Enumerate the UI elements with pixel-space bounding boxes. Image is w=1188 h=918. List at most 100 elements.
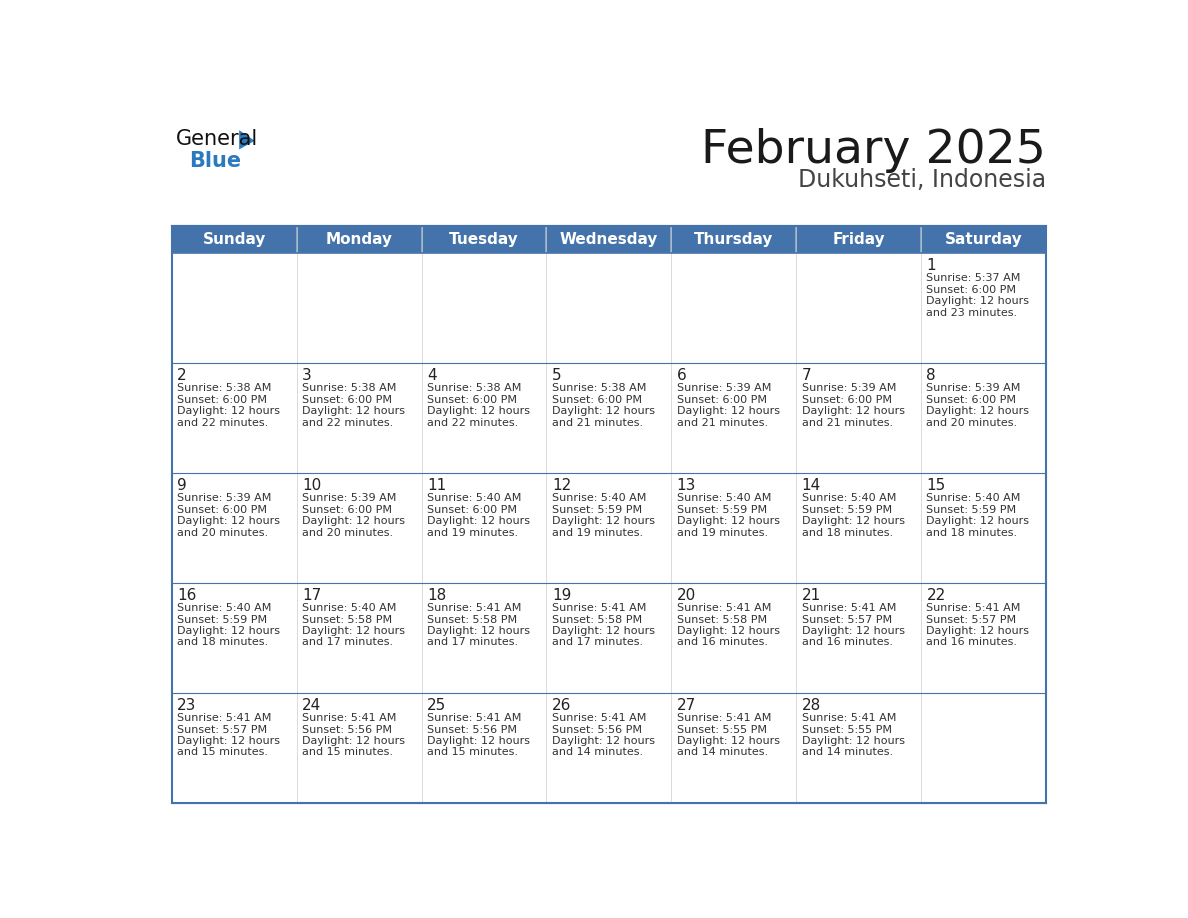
Text: Sunset: 5:59 PM: Sunset: 5:59 PM xyxy=(552,505,642,515)
Bar xyxy=(297,583,422,693)
Bar xyxy=(921,226,1045,253)
Text: 2: 2 xyxy=(177,368,187,383)
Text: Sunset: 6:00 PM: Sunset: 6:00 PM xyxy=(426,395,517,405)
Bar xyxy=(297,226,422,253)
Text: Daylight: 12 hours: Daylight: 12 hours xyxy=(802,626,904,636)
Text: Sunrise: 5:41 AM: Sunrise: 5:41 AM xyxy=(927,603,1020,613)
Text: Sunrise: 5:41 AM: Sunrise: 5:41 AM xyxy=(802,603,896,613)
Text: Sunset: 6:00 PM: Sunset: 6:00 PM xyxy=(177,505,267,515)
Text: Tuesday: Tuesday xyxy=(449,232,519,247)
Text: Sunrise: 5:40 AM: Sunrise: 5:40 AM xyxy=(426,493,522,503)
Text: and 16 minutes.: and 16 minutes. xyxy=(927,637,1017,647)
Text: and 14 minutes.: and 14 minutes. xyxy=(677,747,767,757)
Text: 18: 18 xyxy=(426,588,447,603)
Bar xyxy=(422,364,546,474)
Bar xyxy=(172,226,1045,803)
Bar xyxy=(796,364,921,474)
Text: Sunset: 6:00 PM: Sunset: 6:00 PM xyxy=(677,395,766,405)
Text: Friday: Friday xyxy=(833,232,885,247)
Text: and 22 minutes.: and 22 minutes. xyxy=(426,418,518,428)
Bar xyxy=(921,253,1045,364)
Text: Wednesday: Wednesday xyxy=(560,232,658,247)
Text: Sunset: 5:59 PM: Sunset: 5:59 PM xyxy=(677,505,766,515)
Bar xyxy=(546,474,671,583)
Bar xyxy=(796,583,921,693)
Text: 23: 23 xyxy=(177,698,196,712)
Text: Sunset: 6:00 PM: Sunset: 6:00 PM xyxy=(302,395,392,405)
Text: Sunset: 5:59 PM: Sunset: 5:59 PM xyxy=(802,505,892,515)
Bar xyxy=(546,583,671,693)
Text: and 19 minutes.: and 19 minutes. xyxy=(677,528,767,538)
Text: Daylight: 12 hours: Daylight: 12 hours xyxy=(677,736,779,746)
Text: 11: 11 xyxy=(426,478,447,493)
Bar xyxy=(671,474,796,583)
Bar xyxy=(921,474,1045,583)
Text: Sunset: 5:55 PM: Sunset: 5:55 PM xyxy=(802,724,892,734)
Text: and 20 minutes.: and 20 minutes. xyxy=(302,528,393,538)
Text: Sunrise: 5:40 AM: Sunrise: 5:40 AM xyxy=(927,493,1020,503)
Text: Sunset: 6:00 PM: Sunset: 6:00 PM xyxy=(552,395,642,405)
Text: Daylight: 12 hours: Daylight: 12 hours xyxy=(677,516,779,526)
Bar xyxy=(921,693,1045,803)
Bar xyxy=(172,583,297,693)
Text: Sunrise: 5:39 AM: Sunrise: 5:39 AM xyxy=(677,384,771,393)
Text: Sunrise: 5:41 AM: Sunrise: 5:41 AM xyxy=(802,713,896,723)
Bar xyxy=(422,253,546,364)
Text: and 22 minutes.: and 22 minutes. xyxy=(177,418,268,428)
Text: Sunset: 5:56 PM: Sunset: 5:56 PM xyxy=(302,724,392,734)
Text: Daylight: 12 hours: Daylight: 12 hours xyxy=(177,626,280,636)
Bar xyxy=(546,364,671,474)
Text: Sunrise: 5:41 AM: Sunrise: 5:41 AM xyxy=(552,713,646,723)
Text: 20: 20 xyxy=(677,588,696,603)
Text: Daylight: 12 hours: Daylight: 12 hours xyxy=(552,406,655,416)
Text: and 18 minutes.: and 18 minutes. xyxy=(927,528,1018,538)
Text: Sunset: 5:57 PM: Sunset: 5:57 PM xyxy=(177,724,267,734)
Bar xyxy=(671,226,796,253)
Text: Sunrise: 5:41 AM: Sunrise: 5:41 AM xyxy=(302,713,397,723)
Text: and 14 minutes.: and 14 minutes. xyxy=(552,747,643,757)
Text: 28: 28 xyxy=(802,698,821,712)
Text: Sunrise: 5:41 AM: Sunrise: 5:41 AM xyxy=(177,713,272,723)
Text: 19: 19 xyxy=(552,588,571,603)
Bar xyxy=(422,474,546,583)
Bar xyxy=(172,693,297,803)
Text: Daylight: 12 hours: Daylight: 12 hours xyxy=(552,626,655,636)
Bar xyxy=(172,474,297,583)
Text: Sunrise: 5:41 AM: Sunrise: 5:41 AM xyxy=(552,603,646,613)
Text: 25: 25 xyxy=(426,698,447,712)
Text: 10: 10 xyxy=(302,478,321,493)
Text: Daylight: 12 hours: Daylight: 12 hours xyxy=(552,516,655,526)
Text: Sunrise: 5:38 AM: Sunrise: 5:38 AM xyxy=(302,384,397,393)
Text: Daylight: 12 hours: Daylight: 12 hours xyxy=(802,736,904,746)
Text: Sunrise: 5:37 AM: Sunrise: 5:37 AM xyxy=(927,274,1020,284)
Text: Sunrise: 5:39 AM: Sunrise: 5:39 AM xyxy=(177,493,272,503)
Text: Daylight: 12 hours: Daylight: 12 hours xyxy=(677,626,779,636)
Text: Sunrise: 5:38 AM: Sunrise: 5:38 AM xyxy=(552,384,646,393)
Bar xyxy=(546,226,671,253)
Bar xyxy=(671,583,796,693)
Text: Sunset: 5:59 PM: Sunset: 5:59 PM xyxy=(177,615,267,624)
Text: Sunset: 6:00 PM: Sunset: 6:00 PM xyxy=(426,505,517,515)
Text: Sunrise: 5:40 AM: Sunrise: 5:40 AM xyxy=(302,603,397,613)
Text: 13: 13 xyxy=(677,478,696,493)
Text: Sunset: 5:56 PM: Sunset: 5:56 PM xyxy=(552,724,642,734)
Text: Sunday: Sunday xyxy=(202,232,266,247)
Text: and 21 minutes.: and 21 minutes. xyxy=(552,418,643,428)
Bar xyxy=(796,693,921,803)
Text: Sunrise: 5:41 AM: Sunrise: 5:41 AM xyxy=(426,713,522,723)
Text: Daylight: 12 hours: Daylight: 12 hours xyxy=(927,626,1030,636)
Text: Monday: Monday xyxy=(326,232,392,247)
Text: Daylight: 12 hours: Daylight: 12 hours xyxy=(426,406,530,416)
Text: Sunset: 5:58 PM: Sunset: 5:58 PM xyxy=(426,615,517,624)
Bar xyxy=(796,226,921,253)
Text: 27: 27 xyxy=(677,698,696,712)
Text: Sunrise: 5:39 AM: Sunrise: 5:39 AM xyxy=(302,493,397,503)
Text: Daylight: 12 hours: Daylight: 12 hours xyxy=(552,736,655,746)
Text: Sunset: 6:00 PM: Sunset: 6:00 PM xyxy=(802,395,892,405)
Text: Sunset: 5:56 PM: Sunset: 5:56 PM xyxy=(426,724,517,734)
Text: and 23 minutes.: and 23 minutes. xyxy=(927,308,1018,318)
Text: Blue: Blue xyxy=(190,151,241,171)
Text: and 19 minutes.: and 19 minutes. xyxy=(426,528,518,538)
Text: and 20 minutes.: and 20 minutes. xyxy=(177,528,268,538)
Bar xyxy=(546,693,671,803)
